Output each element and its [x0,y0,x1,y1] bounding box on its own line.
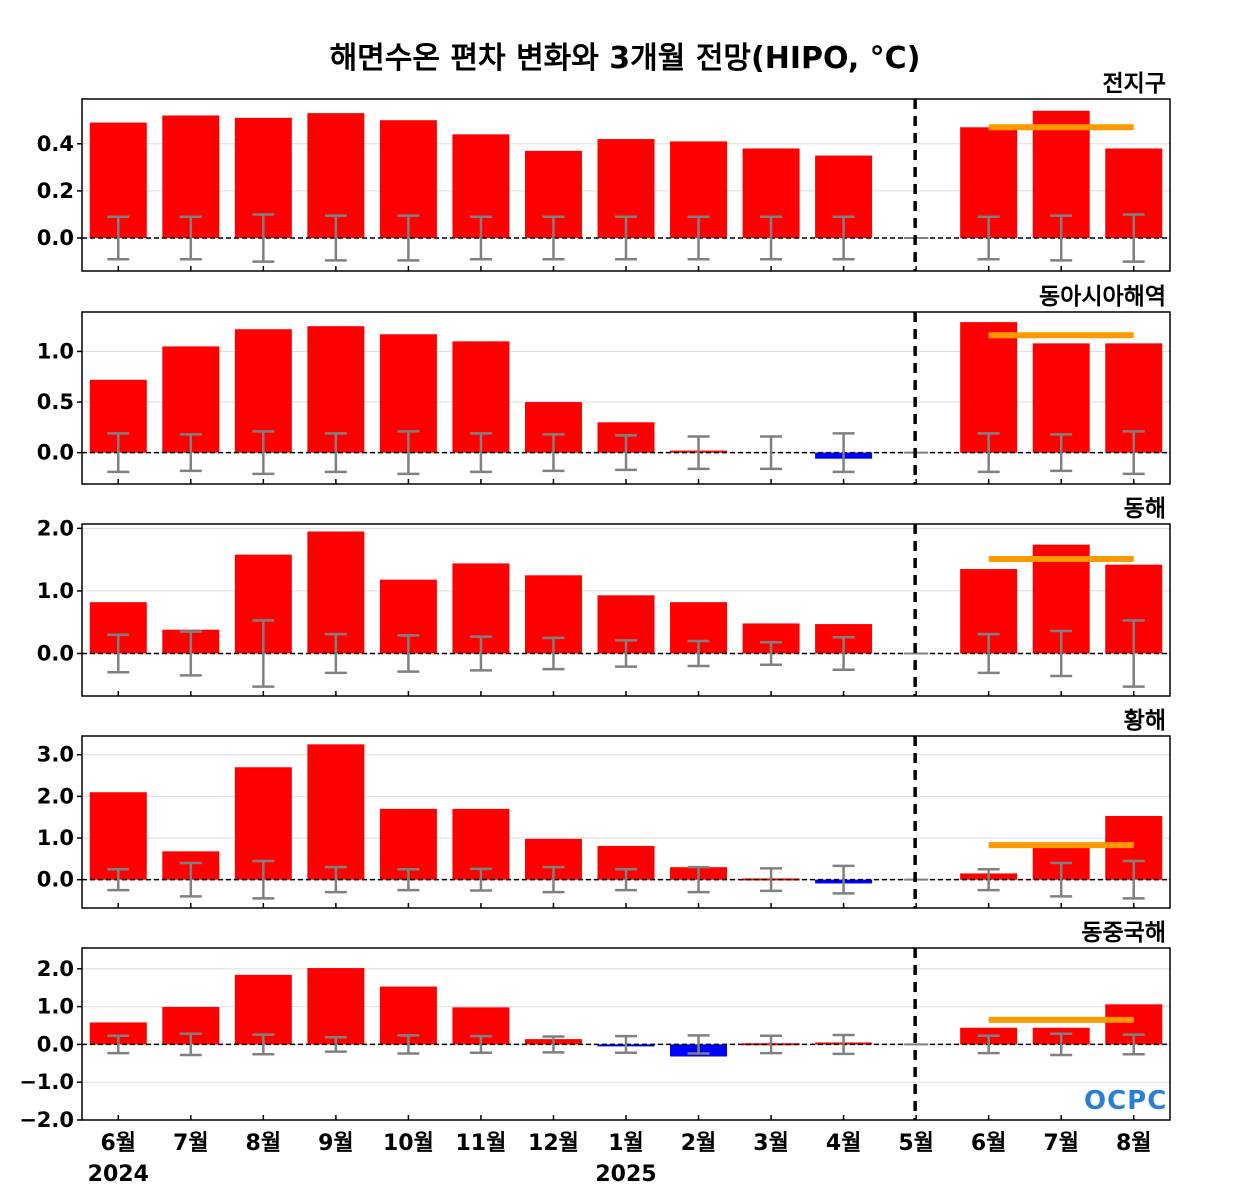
x-tick-label: 5월 [898,1131,934,1156]
x-tick-label: 9월 [318,1131,354,1156]
y-tick-label: 1.0 [37,339,74,363]
bar [307,326,365,453]
bar [89,792,147,880]
panel-title: 전지구 [1103,71,1166,97]
y-tick-label: 0.5 [37,390,74,414]
y-tick-label: 1.0 [37,826,74,850]
y-tick-label: 0.0 [37,868,74,892]
x-tick-label: 8월 [246,1131,282,1156]
x-tick-label: 12월 [528,1131,579,1156]
y-tick-label: 0.0 [37,1032,74,1056]
y-tick-label: 0.2 [37,179,74,203]
chart-title: 해면수온 편차 변화와 3개월 전망(HIPO, °C) [330,41,921,76]
bar [307,744,365,880]
bar [307,968,365,1045]
x-tick-label: 10월 [383,1131,434,1156]
y-tick-label: −2.0 [19,1108,74,1132]
panel-title: 동해 [1124,496,1166,522]
x-tick-label: 3월 [753,1131,789,1156]
y-tick-label: 0.0 [37,641,74,665]
bar [89,1022,147,1045]
panel-title: 동아시아해역 [1039,284,1166,310]
y-tick-label: 3.0 [37,743,74,767]
x-tick-label: 8월 [1116,1131,1152,1156]
panel-title: 황해 [1124,708,1166,734]
bar [234,974,292,1045]
x-tick-label: 6월 [971,1131,1007,1156]
x-tick-label: 7월 [173,1131,209,1156]
x-tick-label: 4월 [826,1131,862,1156]
x-tick-label: 2월 [681,1131,717,1156]
y-tick-label: 2.0 [37,957,74,981]
x-tick-label: 7월 [1043,1131,1079,1156]
x-tick-label: 11월 [456,1131,507,1156]
y-tick-label: 0.0 [37,226,74,250]
y-tick-label: −1.0 [19,1070,74,1094]
ocpc-logo: OCPC [1084,1086,1168,1116]
year-label: 2024 [88,1162,149,1187]
y-tick-label: 2.0 [37,784,74,808]
y-tick-label: 1.0 [37,995,74,1019]
x-tick-label: 6월 [100,1131,136,1156]
y-tick-label: 1.0 [37,579,74,603]
bar [960,322,1018,453]
x-tick-label: 1월 [608,1131,644,1156]
y-tick-label: 0.0 [37,441,74,465]
y-tick-label: 2.0 [37,516,74,540]
y-tick-label: 0.4 [37,132,74,156]
panel-title: 동중국해 [1081,920,1166,946]
year-label: 2025 [595,1162,656,1187]
bar [379,808,437,880]
